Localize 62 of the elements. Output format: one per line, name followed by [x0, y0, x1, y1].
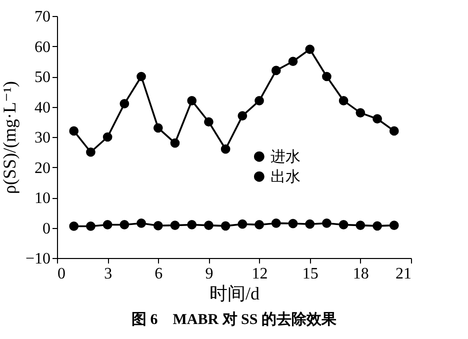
y-tick-label: −10	[25, 250, 50, 268]
point	[170, 220, 180, 230]
y-tick-label: 70	[34, 8, 50, 26]
x-tick-label: 0	[58, 266, 66, 282]
point	[356, 108, 366, 118]
point	[187, 220, 197, 230]
point	[288, 56, 298, 66]
point	[338, 220, 348, 230]
point	[136, 218, 146, 228]
legend-label: 进水	[270, 148, 301, 166]
y-axis-title: ρ(SS)/(mg·L⁻¹)	[0, 81, 20, 194]
point	[220, 221, 230, 231]
point	[238, 219, 248, 229]
y-tick-label: 40	[34, 99, 50, 116]
point	[356, 220, 366, 230]
x-axis-title: 时间/d	[209, 284, 260, 304]
point	[372, 114, 382, 124]
point	[238, 111, 248, 120]
point	[322, 218, 332, 228]
x-tick-label: 6	[154, 266, 163, 282]
y-tick-label: 10	[34, 190, 50, 207]
x-tick-label: 12	[252, 266, 268, 282]
point	[153, 123, 163, 133]
x-tick-label: 3	[104, 266, 112, 282]
x-tick-label: 15	[302, 266, 318, 282]
point	[69, 222, 79, 231]
point	[120, 220, 130, 230]
point	[153, 220, 163, 230]
point	[102, 220, 112, 230]
point	[389, 126, 399, 136]
point	[204, 220, 214, 230]
point	[305, 219, 315, 229]
point	[187, 96, 197, 106]
legend-label: 出水	[270, 168, 301, 186]
point	[322, 72, 332, 82]
point	[204, 117, 214, 127]
y-tick-label: 30	[34, 130, 50, 146]
point	[271, 66, 281, 76]
x-tick-label: 21	[396, 266, 412, 282]
caption: 图 6 MABR 对 SS 的去除效果	[130, 310, 338, 329]
y-tick-label: 20	[34, 160, 50, 177]
y-tick-label: 60	[34, 38, 50, 56]
point	[170, 138, 180, 148]
point	[69, 126, 79, 136]
y-tick-label: 50	[34, 69, 50, 86]
point	[220, 144, 230, 154]
point	[305, 44, 315, 54]
point	[136, 72, 146, 82]
y-tick-label: 0	[42, 220, 50, 238]
point	[120, 99, 130, 108]
x-tick-label: 9	[205, 266, 214, 282]
point	[288, 218, 298, 228]
point	[338, 96, 348, 106]
point	[372, 221, 382, 231]
point	[254, 220, 264, 230]
point	[271, 218, 281, 228]
x-tick-label: 18	[352, 266, 369, 282]
point	[86, 147, 96, 157]
point	[86, 222, 96, 231]
point	[254, 96, 264, 106]
point	[389, 220, 399, 230]
point	[102, 132, 112, 142]
